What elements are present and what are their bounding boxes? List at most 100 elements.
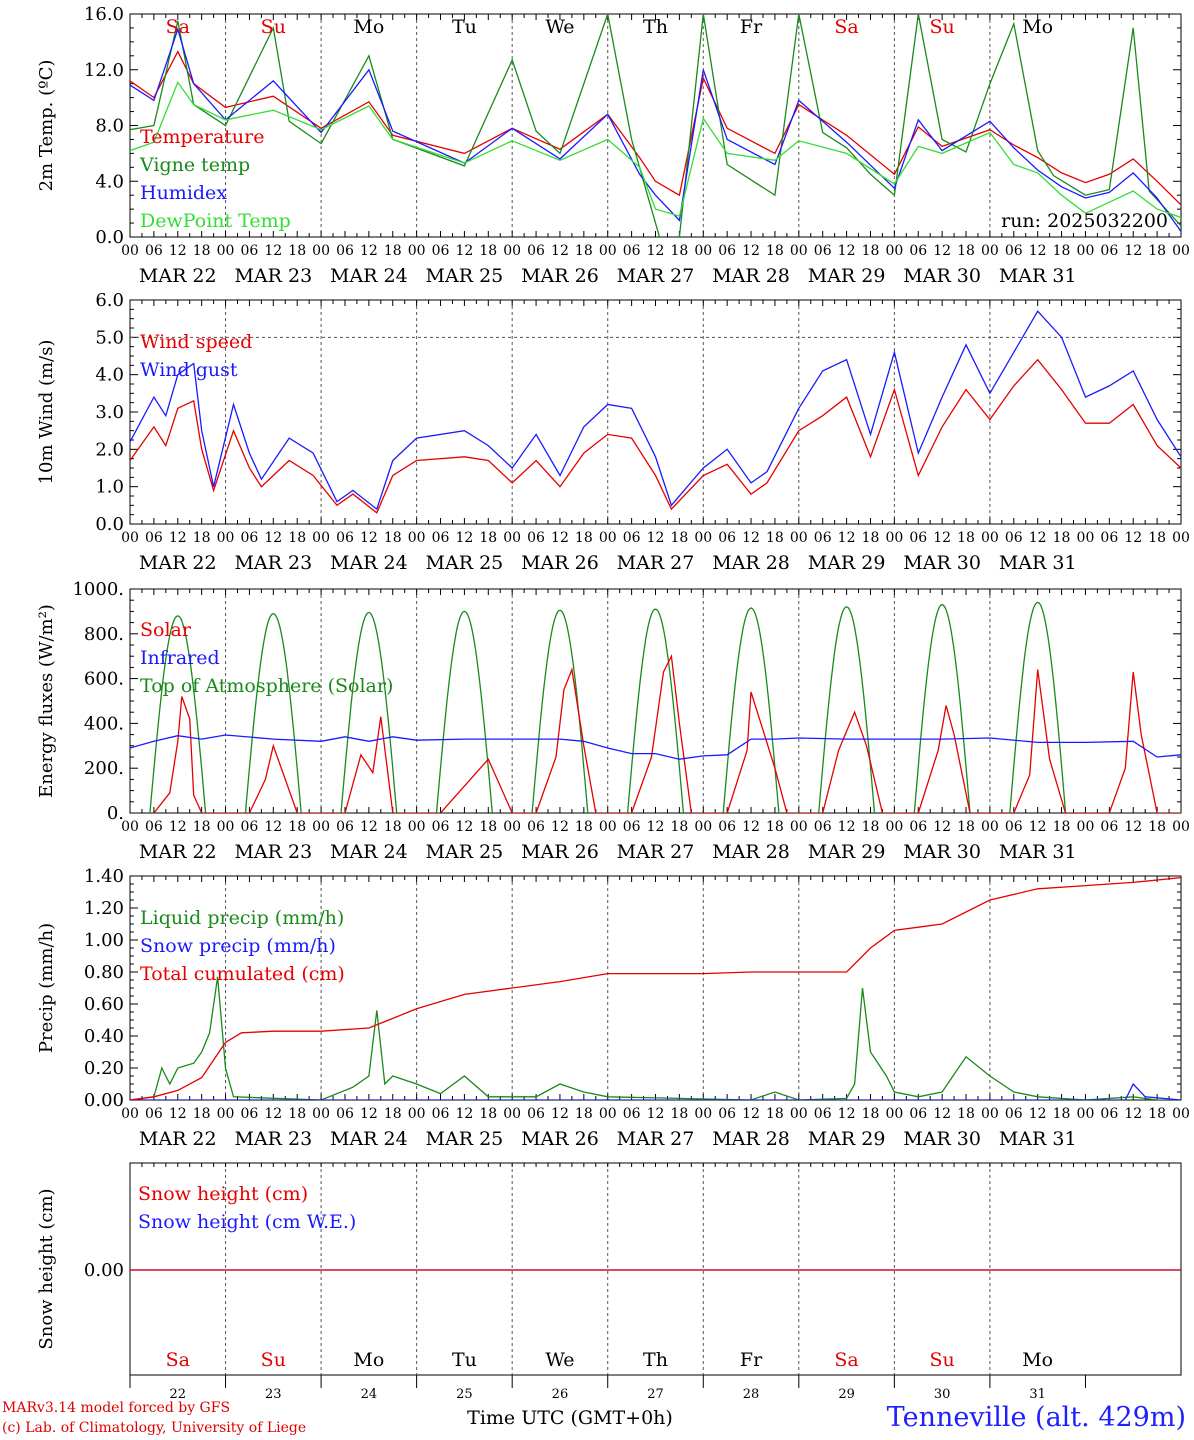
y-tick-label: 12.0 xyxy=(84,60,124,81)
hour-tick-label: 06 xyxy=(1005,530,1023,546)
hour-tick-label: 00 xyxy=(790,243,808,259)
date-label: MAR 23 xyxy=(234,265,312,287)
series-group xyxy=(130,601,1181,813)
y-tick-label: 2.0 xyxy=(95,439,124,460)
series-line-top-of-atmosphere-solar xyxy=(818,606,876,813)
y-tick-label: 0. xyxy=(107,803,124,824)
hour-tick-label: 12 xyxy=(742,243,760,259)
hour-tick-label: 06 xyxy=(718,1106,736,1122)
series-group xyxy=(130,14,1181,237)
hour-tick-label: 18 xyxy=(1053,530,1071,546)
hour-tick-label: 18 xyxy=(288,1106,306,1122)
date-label: MAR 27 xyxy=(617,841,695,863)
hour-tick-label: 00 xyxy=(694,819,712,835)
hour-tick-label: 06 xyxy=(241,530,259,546)
hour-tick-label: 00 xyxy=(599,1106,617,1122)
hour-tick-label: 12 xyxy=(169,243,187,259)
y-tick-label: 0.60 xyxy=(84,994,124,1015)
hour-tick-label: 06 xyxy=(1100,819,1118,835)
hour-tick-label: 18 xyxy=(479,819,497,835)
plot-frame xyxy=(129,13,1182,238)
hour-tick-label: 00 xyxy=(599,819,617,835)
legend-entry: Wind gust xyxy=(140,359,238,381)
hour-tick-label: 12 xyxy=(647,243,665,259)
hour-tick-label: 12 xyxy=(1124,1106,1142,1122)
series-line-humidex xyxy=(130,27,1181,232)
hour-tick-label: 06 xyxy=(527,530,545,546)
hour-tick-label: 00 xyxy=(312,530,330,546)
hour-tick-label: 18 xyxy=(479,243,497,259)
weekday-label: We xyxy=(545,16,574,38)
legend-entry: Snow precip (mm/h) xyxy=(140,935,336,957)
hour-tick-label: 18 xyxy=(862,819,880,835)
hour-tick-label: 12 xyxy=(551,243,569,259)
y-tick-label: 6.0 xyxy=(95,290,124,311)
weekday-label: Mo xyxy=(1022,1349,1053,1371)
hour-tick-label: 12 xyxy=(169,1106,187,1122)
y-tick-label: 0.00 xyxy=(84,1260,124,1281)
hour-tick-label: 06 xyxy=(336,243,354,259)
hour-tick-label: 00 xyxy=(217,819,235,835)
hour-tick-label: 12 xyxy=(838,1106,856,1122)
hour-tick-label: 06 xyxy=(623,530,641,546)
hour-tick-label: 00 xyxy=(1172,819,1190,835)
hour-tick-label: 12 xyxy=(933,819,951,835)
date-label: MAR 29 xyxy=(808,265,886,287)
hour-tick-label: 18 xyxy=(384,1106,402,1122)
hour-tick-label: 12 xyxy=(455,243,473,259)
day-number-label: 29 xyxy=(838,1387,855,1402)
day-number-label: 23 xyxy=(265,1387,282,1402)
hour-tick-label: 00 xyxy=(121,819,139,835)
hour-tick-label: 00 xyxy=(1172,1106,1190,1122)
date-label: MAR 30 xyxy=(903,552,981,574)
hour-tick-label: 00 xyxy=(503,530,521,546)
hour-tick-label: 00 xyxy=(1077,530,1095,546)
date-label: MAR 24 xyxy=(330,841,408,863)
hour-tick-label: 06 xyxy=(814,819,832,835)
hour-tick-label: 06 xyxy=(1100,1106,1118,1122)
series-line-top-of-atmosphere-solar xyxy=(435,610,493,813)
hour-tick-label: 18 xyxy=(670,819,688,835)
series-line-solar xyxy=(153,653,1181,813)
hour-tick-label: 12 xyxy=(1029,243,1047,259)
hour-tick-label: 18 xyxy=(766,243,784,259)
date-label: MAR 28 xyxy=(712,265,790,287)
station-title: Tenneville (alt. 429m) xyxy=(886,1402,1186,1433)
hour-tick-label: 06 xyxy=(1100,243,1118,259)
date-label: MAR 29 xyxy=(808,552,886,574)
date-label: MAR 29 xyxy=(808,841,886,863)
plot-frame xyxy=(129,588,1182,814)
hour-tick-label: 00 xyxy=(503,819,521,835)
hour-tick-label: 12 xyxy=(455,1106,473,1122)
weekday-label: Su xyxy=(930,1349,955,1371)
weekday-label: Tu xyxy=(452,1349,477,1371)
day-number-label: 27 xyxy=(647,1387,664,1402)
series-group xyxy=(130,876,1181,1100)
legend-entry: Humidex xyxy=(140,182,227,204)
hour-tick-label: 00 xyxy=(790,1106,808,1122)
hour-tick-label: 12 xyxy=(1029,1106,1047,1122)
y-axis-title: 2m Temp. (ºC) xyxy=(36,60,57,192)
hour-tick-label: 00 xyxy=(694,243,712,259)
date-label: MAR 25 xyxy=(426,841,504,863)
y-axis-title: 10m Wind (m/s) xyxy=(36,340,57,485)
hour-tick-label: 06 xyxy=(814,243,832,259)
day-number-label: 28 xyxy=(743,1387,760,1402)
hour-tick-label: 00 xyxy=(503,243,521,259)
hour-tick-label: 12 xyxy=(169,819,187,835)
day-number-label: 25 xyxy=(456,1387,473,1402)
y-tick-label: 3.0 xyxy=(95,402,124,423)
hour-tick-label: 06 xyxy=(1005,819,1023,835)
hour-tick-label: 18 xyxy=(766,819,784,835)
x-axis-title: Time UTC (GMT+0h) xyxy=(467,1407,673,1429)
hour-tick-label: 00 xyxy=(408,530,426,546)
hour-tick-label: 06 xyxy=(336,1106,354,1122)
date-label: MAR 27 xyxy=(617,552,695,574)
series-line-wind-speed xyxy=(130,358,1181,514)
weekday-label: Fr xyxy=(740,16,763,38)
hour-tick-label: 12 xyxy=(551,819,569,835)
series-line-top-of-atmosphere-solar xyxy=(626,608,685,813)
hour-tick-label: 12 xyxy=(647,530,665,546)
date-label: MAR 31 xyxy=(999,265,1077,287)
hour-tick-label: 00 xyxy=(1077,1106,1095,1122)
